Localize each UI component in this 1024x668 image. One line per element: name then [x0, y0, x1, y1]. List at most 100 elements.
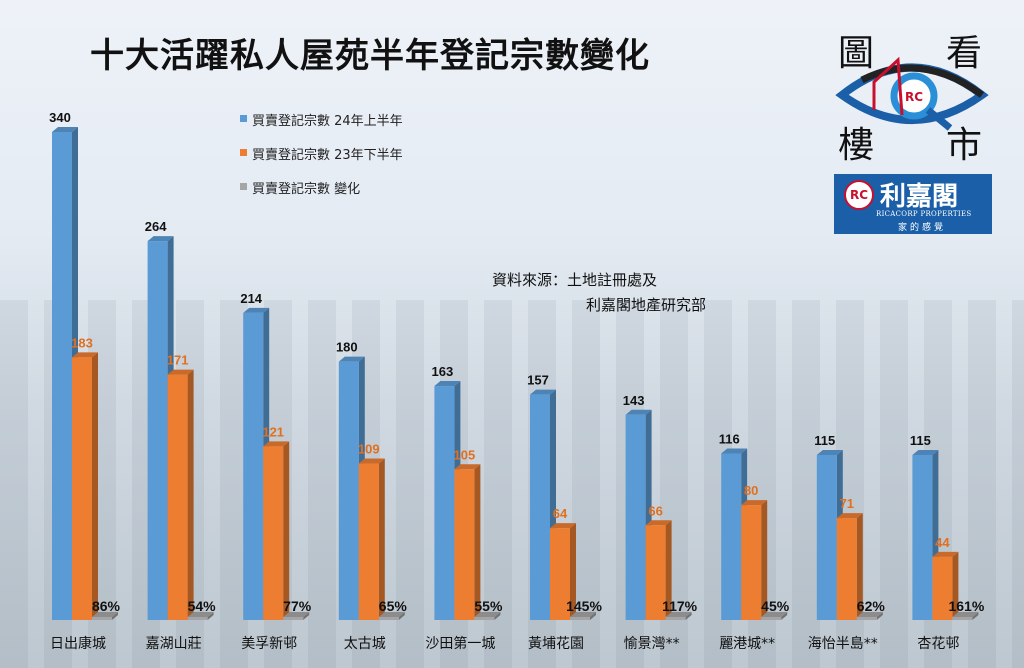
data-label-23h2: 80 — [744, 483, 758, 498]
bar-24h1 — [912, 454, 933, 620]
x-tick-label: 太古城 — [344, 636, 386, 652]
data-label-24h1: 115 — [814, 433, 835, 448]
bar-23h2-side — [761, 500, 768, 620]
bar-change-side — [398, 612, 405, 620]
legend-label: 買賣登記宗數 24年上半年 — [252, 114, 403, 129]
logo-eye: RC 圖 看 樓 市 — [832, 20, 992, 170]
bar-23h2-side — [665, 520, 672, 620]
x-tick-label: 黃埔花園 — [528, 636, 584, 652]
bar-change-top — [187, 612, 214, 617]
bar-change — [92, 617, 112, 620]
x-tick-label: 嘉湖山莊 — [146, 636, 202, 652]
data-label-change: 161% — [948, 598, 984, 614]
x-tick-label: 杏花邨 — [917, 636, 959, 652]
bar-change — [665, 617, 686, 620]
bar-change-top — [570, 612, 596, 617]
legend-label: 買賣登記宗數 23年下半年 — [252, 148, 403, 163]
data-label-23h2: 121 — [262, 424, 284, 439]
brand-slogan: 家的感覺 — [898, 223, 947, 233]
data-label-change: 65% — [379, 598, 408, 614]
bar-change — [570, 617, 590, 620]
bar-change-side — [972, 612, 979, 620]
bar-24h1-top — [816, 449, 843, 455]
bar-24h1-top — [52, 127, 78, 132]
brand-name: 利嘉閣 — [880, 182, 959, 212]
bar-23h2 — [454, 469, 475, 620]
bar-24h1 — [243, 312, 264, 620]
x-tick-label: 愉景灣** — [624, 636, 680, 652]
bar-23h2-side — [378, 458, 385, 620]
bar-change-top — [474, 612, 501, 617]
legend: 買賣登記宗數 24年上半年 買賣登記宗數 23年下半年 買賣登記宗數 變化 — [240, 110, 403, 212]
data-label-24h1: 115 — [910, 433, 931, 448]
bar-23h2-top — [167, 369, 194, 375]
bar-change — [378, 617, 399, 620]
data-label-change: 117% — [662, 598, 698, 614]
bar-change-top — [665, 612, 692, 617]
x-tick-label: 美孚新邨 — [241, 636, 297, 652]
bar-23h2 — [741, 505, 762, 620]
bar-23h2-side — [474, 464, 481, 620]
bar-24h1 — [434, 386, 455, 620]
data-label-24h1: 264 — [145, 219, 167, 234]
bar-change-side — [112, 612, 118, 620]
data-label-23h2: 183 — [71, 335, 93, 350]
bar-change-side — [685, 612, 692, 620]
data-label-change: 77% — [283, 598, 312, 614]
x-tick-label: 海怡半島** — [808, 636, 878, 652]
bar-23h2-top — [550, 523, 576, 529]
data-label-23h2: 109 — [358, 442, 380, 457]
bar-23h2 — [836, 518, 857, 620]
bar-23h2-side — [283, 441, 290, 620]
rc-mark: RC — [905, 90, 923, 104]
data-label-23h2: 105 — [454, 447, 476, 462]
bar-24h1-top — [912, 449, 939, 455]
bar-23h2-top — [836, 513, 863, 519]
source-line-2: 利嘉閣地產研究部 — [586, 296, 707, 314]
legend-item-change: 買賣登記宗數 變化 — [240, 178, 403, 212]
data-label-change: 55% — [474, 598, 503, 614]
bar-23h2 — [550, 528, 570, 620]
data-label-24h1: 116 — [719, 432, 740, 447]
bar-23h2-top — [454, 464, 481, 470]
bar-change-side — [303, 612, 310, 620]
bar-23h2-top — [932, 551, 959, 557]
bar-23h2-side — [92, 352, 98, 620]
data-label-change: 62% — [857, 598, 886, 614]
bar-23h2-side — [570, 523, 576, 620]
brand-english: RICACORP PROPERTIES — [876, 210, 972, 218]
data-label-23h2: 66 — [648, 503, 662, 518]
bar-change — [761, 617, 782, 620]
bar-24h1-top — [625, 409, 652, 415]
bar-change-side — [876, 612, 883, 620]
data-label-23h2: 64 — [553, 506, 568, 521]
bar-change-side — [781, 612, 788, 620]
bar-24h1-top — [338, 356, 365, 362]
logo-char: 樓 — [838, 125, 875, 166]
bar-change-side — [590, 612, 596, 620]
logo-char: 市 — [946, 125, 983, 166]
bar-23h2-top — [741, 500, 768, 506]
data-label-23h2: 71 — [840, 496, 854, 511]
bar-24h1-top — [721, 448, 748, 454]
bar-23h2-side — [856, 513, 863, 620]
bar-23h2-top — [645, 520, 672, 526]
bar-24h1-top — [147, 236, 174, 242]
bar-23h2-top — [72, 352, 98, 358]
bar-24h1-top — [434, 381, 461, 387]
x-tick-label: 麗港城** — [719, 636, 775, 652]
bar-change-top — [952, 612, 979, 617]
bar-24h1 — [721, 453, 742, 620]
x-tick-label: 日出康城 — [50, 635, 106, 652]
data-label-23h2: 171 — [167, 353, 189, 368]
bar-change — [283, 617, 304, 620]
bar-23h2 — [358, 463, 379, 620]
data-label-24h1: 340 — [49, 110, 71, 125]
data-label-change: 54% — [188, 598, 217, 614]
bar-23h2 — [932, 556, 953, 620]
source-line-1: 資料來源：土地註冊處及 — [492, 271, 658, 289]
bar-23h2-side — [187, 369, 194, 620]
data-label-24h1: 180 — [336, 340, 358, 355]
eye-icon: RC — [835, 56, 989, 131]
